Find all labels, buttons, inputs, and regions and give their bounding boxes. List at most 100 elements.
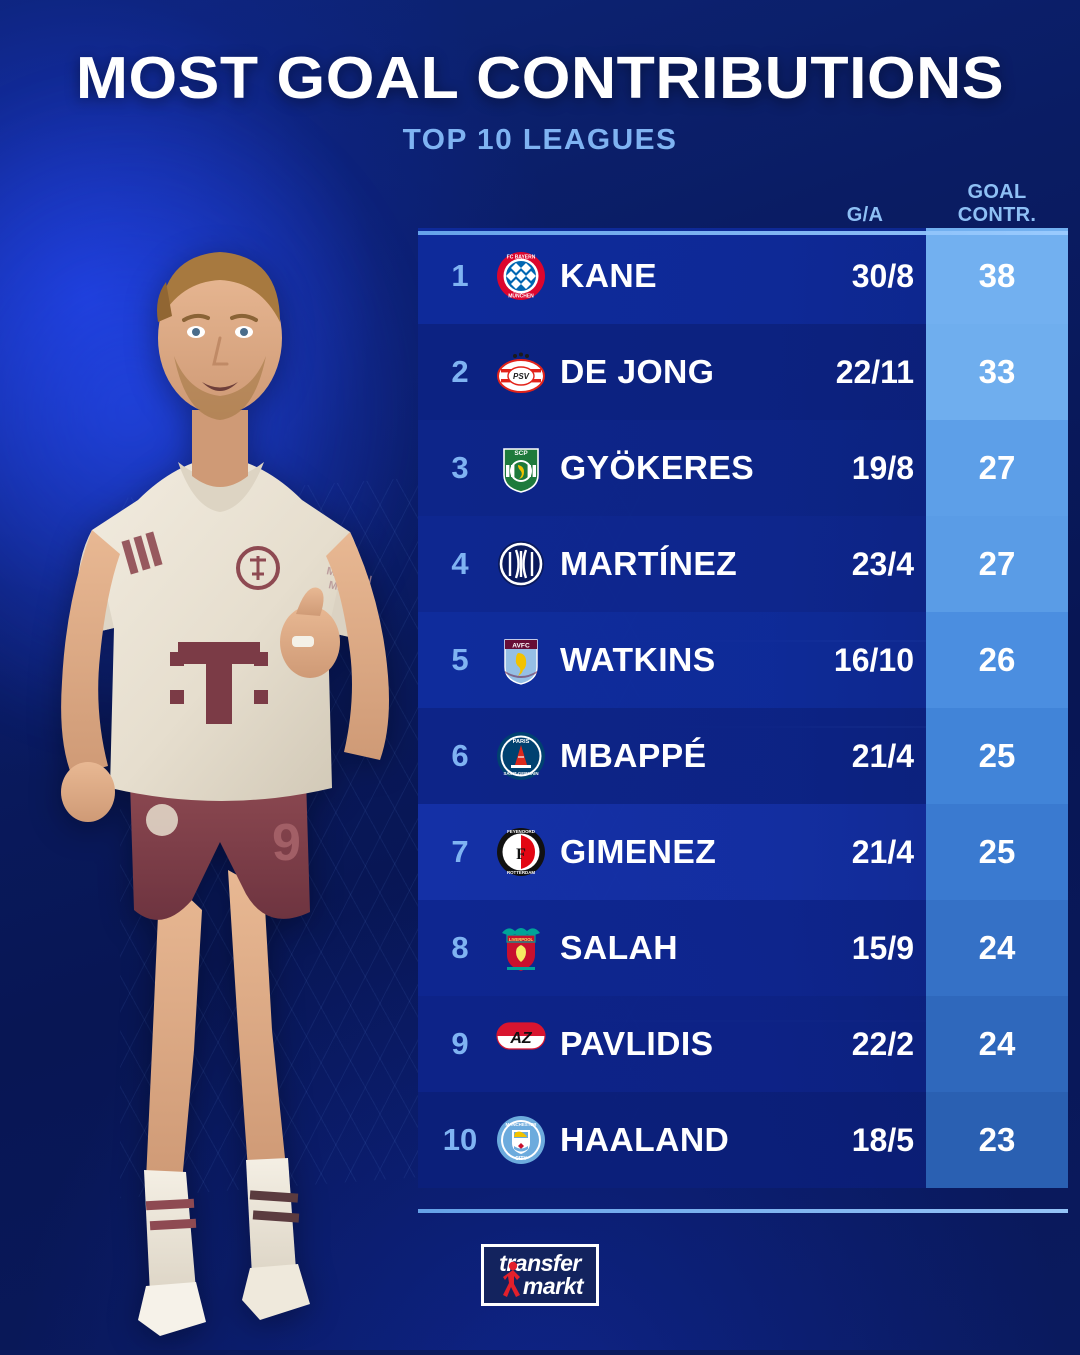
sporting-cp-crest: SCP — [496, 443, 546, 493]
column-header-goal-contributions-line1: GOAL — [967, 181, 1027, 204]
rank-number: 3 — [451, 450, 469, 485]
svg-text:FEYENOORD: FEYENOORD — [507, 829, 535, 834]
player-name: HAALAND — [560, 1121, 730, 1158]
svg-text:F: F — [516, 846, 526, 863]
goals-assists-value: 23/4 — [851, 545, 914, 582]
player-name: SALAH — [560, 929, 678, 966]
player-photo-harry-kane: 9 MIA SAN MIA — [10, 170, 430, 1350]
svg-text:ROTTERDAM: ROTTERDAM — [507, 870, 535, 875]
goal-contributions-cell: 24 — [926, 900, 1068, 996]
rank-number: 7 — [451, 834, 469, 869]
row-main-cell: 2 PSV DE JONG 22/11 — [418, 324, 926, 420]
inter-milan-crest — [496, 539, 546, 589]
svg-text:9: 9 — [272, 814, 301, 872]
svg-text:FC BAYERN: FC BAYERN — [507, 255, 536, 261]
manchester-city-crest: MANCHESTER CITY — [496, 1115, 546, 1165]
column-header-goal-contributions-line2: CONTR. — [957, 203, 1037, 226]
svg-text:CITY: CITY — [515, 1156, 527, 1162]
goal-contributions-cell: 25 — [926, 708, 1068, 804]
goals-assists-value: 18/5 — [851, 1121, 914, 1158]
goal-contributions-value: 25 — [978, 737, 1016, 774]
page-subtitle: TOP 10 LEAGUES — [402, 124, 678, 156]
goals-assists-value: 15/9 — [851, 929, 914, 966]
svg-text:AZ: AZ — [509, 1030, 533, 1047]
svg-text:PARIS: PARIS — [513, 739, 530, 745]
goal-contributions-cell: 38 — [926, 228, 1068, 324]
rank-number: 8 — [451, 930, 469, 965]
rank-number: 10 — [442, 1122, 478, 1157]
transfermarkt-logo-box[interactable]: transfer markt — [480, 1244, 600, 1307]
goal-contributions-value: 26 — [978, 641, 1016, 678]
svg-text:MÜNCHEN: MÜNCHEN — [508, 293, 534, 300]
aston-villa-crest: AVFC — [496, 635, 546, 685]
table-row[interactable]: 4 MARTÍNEZ 23/4 27 — [418, 516, 1068, 612]
goals-assists-value: 22/11 — [835, 353, 914, 390]
transfermarkt-logo[interactable]: transfer markt — [0, 1244, 1080, 1307]
table-row[interactable]: 5 AVFC WATKINS 16/10 26 — [418, 612, 1068, 708]
table-row[interactable]: 1 FC BAYERN MÜNCHEN KANE 30/8 38 — [418, 228, 1068, 324]
transfermarkt-player-icon — [502, 1261, 520, 1297]
row-main-cell: 1 FC BAYERN MÜNCHEN KANE 30/8 — [418, 228, 926, 324]
player-name: GYÖKERES — [560, 449, 755, 486]
goals-assists-value: 21/4 — [851, 833, 914, 870]
rank-number: 5 — [451, 642, 469, 677]
table-row[interactable]: 8 LIVERPOOL SALAH 15/9 24 — [418, 900, 1068, 996]
row-main-cell: 5 AVFC WATKINS 16/10 — [418, 612, 926, 708]
goal-contributions-cell: 27 — [926, 420, 1068, 516]
goal-contributions-value: 27 — [978, 449, 1016, 486]
paris-saint-germain-crest: PARIS SAINT-GERMAIN — [496, 731, 546, 781]
row-main-cell: 3 SCP GYÖKERES 19/8 — [418, 420, 926, 516]
svg-text:SCP: SCP — [514, 450, 528, 457]
table-row[interactable]: 7 F FEYENOORD ROTTERDAM GIMENEZ 21/4 25 — [418, 804, 1068, 900]
ranking-table: 1 FC BAYERN MÜNCHEN KANE 30/8 38 2 PSV DE JO… — [418, 228, 1068, 1188]
rank-number: 6 — [451, 738, 469, 773]
goal-contributions-cell: 24 — [926, 996, 1068, 1092]
goal-contributions-value: 33 — [978, 353, 1016, 390]
header: MOST GOAL CONTRIBUTIONS TOP 10 LEAGUES — [0, 44, 1080, 157]
goal-contributions-cell: 26 — [926, 612, 1068, 708]
az-alkmaar-crest: AZ — [496, 1019, 546, 1069]
svg-text:SAINT-GERMAIN: SAINT-GERMAIN — [503, 771, 538, 776]
goal-contributions-cell: 23 — [926, 1092, 1068, 1188]
table-row[interactable]: 10 MANCHESTER CITY HAALAND 18/5 23 — [418, 1092, 1068, 1188]
goal-contributions-value: 24 — [978, 1025, 1016, 1062]
row-main-cell: 10 MANCHESTER CITY HAALAND 18/5 — [418, 1092, 926, 1188]
svg-text:LIVERPOOL: LIVERPOOL — [509, 937, 534, 942]
row-main-cell: 8 LIVERPOOL SALAH 15/9 — [418, 900, 926, 996]
table-row[interactable]: 2 PSV DE JONG 22/11 33 — [418, 324, 1068, 420]
column-header-goal-contributions: GOAL CONTR. — [926, 181, 1068, 226]
row-main-cell: 9 AZ PAVLIDIS 22/2 — [418, 996, 926, 1092]
goal-contributions-value: 23 — [978, 1121, 1016, 1158]
page-title: MOST GOAL CONTRIBUTIONS — [75, 45, 1005, 111]
rank-number: 1 — [451, 258, 469, 293]
table-row[interactable]: 3 SCP GYÖKERES 19/8 27 — [418, 420, 1068, 516]
rank-number: 9 — [451, 1026, 469, 1061]
liverpool-crest: LIVERPOOL — [496, 923, 546, 973]
player-name: WATKINS — [560, 641, 716, 678]
feyenoord-crest: F FEYENOORD ROTTERDAM — [496, 827, 546, 877]
svg-text:AVFC: AVFC — [512, 643, 530, 650]
goal-contributions-cell: 27 — [926, 516, 1068, 612]
transfermarkt-logo-line2: markt — [522, 1272, 584, 1299]
table-column-headers: G/A GOAL CONTR. — [418, 176, 1068, 228]
rank-number: 2 — [451, 354, 469, 389]
svg-text:MANCHESTER: MANCHESTER — [506, 1122, 538, 1127]
table-row[interactable]: 9 AZ PAVLIDIS 22/2 24 — [418, 996, 1068, 1092]
bayern-munich-crest: FC BAYERN MÜNCHEN — [496, 251, 546, 301]
psv-eindhoven-crest: PSV — [496, 347, 546, 397]
goal-contributions-cell: 25 — [926, 804, 1068, 900]
goals-assists-value: 16/10 — [833, 641, 914, 678]
table-bottom-divider — [418, 1209, 1068, 1213]
goal-contributions-value: 25 — [978, 833, 1016, 870]
goal-contributions-value: 27 — [978, 545, 1016, 582]
goal-contributions-cell: 33 — [926, 324, 1068, 420]
player-illustration: 9 MIA SAN MIA — [61, 252, 389, 1336]
player-name: PAVLIDIS — [560, 1025, 714, 1062]
table-top-divider — [418, 231, 1068, 235]
player-name: DE JONG — [560, 353, 715, 390]
player-name: KANE — [560, 257, 658, 294]
row-main-cell: 7 F FEYENOORD ROTTERDAM GIMENEZ 21/4 — [418, 804, 926, 900]
table-row[interactable]: 6 PARIS SAINT-GERMAIN MBAPPÉ 21/4 25 — [418, 708, 1068, 804]
row-main-cell: 6 PARIS SAINT-GERMAIN MBAPPÉ 21/4 — [418, 708, 926, 804]
column-header-ga: G/A — [846, 203, 884, 226]
